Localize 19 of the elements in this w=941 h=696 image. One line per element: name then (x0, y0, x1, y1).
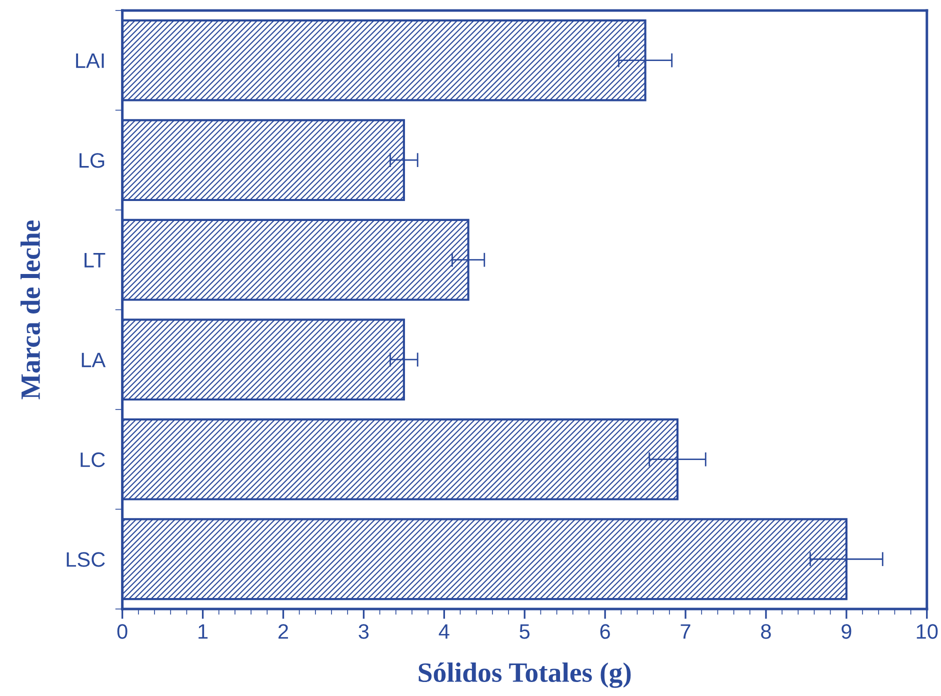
y-tick-label: LA (82, 352, 106, 368)
x-axis-title: Sólidos Totales (g) (418, 662, 631, 688)
x-tick-label: 7 (680, 624, 690, 639)
x-tick-label: 3 (358, 624, 369, 639)
x-tick-label: 4 (438, 624, 450, 639)
x-tick-label: 10 (916, 624, 938, 639)
y-tick-label: LT (84, 253, 106, 268)
y-tick-label: LG (80, 153, 104, 168)
x-tick-label: 9 (842, 624, 852, 639)
x-tick-label: 8 (761, 624, 771, 639)
y-tick-label: LC (80, 452, 105, 468)
y-tick-label: LSC (66, 552, 105, 567)
x-tick-label: 2 (278, 624, 288, 639)
x-tick-label: 0 (117, 624, 128, 639)
y-tick-label: LAI (76, 54, 104, 68)
x-tick-label: 6 (600, 624, 610, 639)
y-axis-title: Marca de leche (20, 220, 40, 400)
x-tick-label: 1 (198, 624, 208, 639)
x-tick-label: 5 (520, 624, 530, 639)
